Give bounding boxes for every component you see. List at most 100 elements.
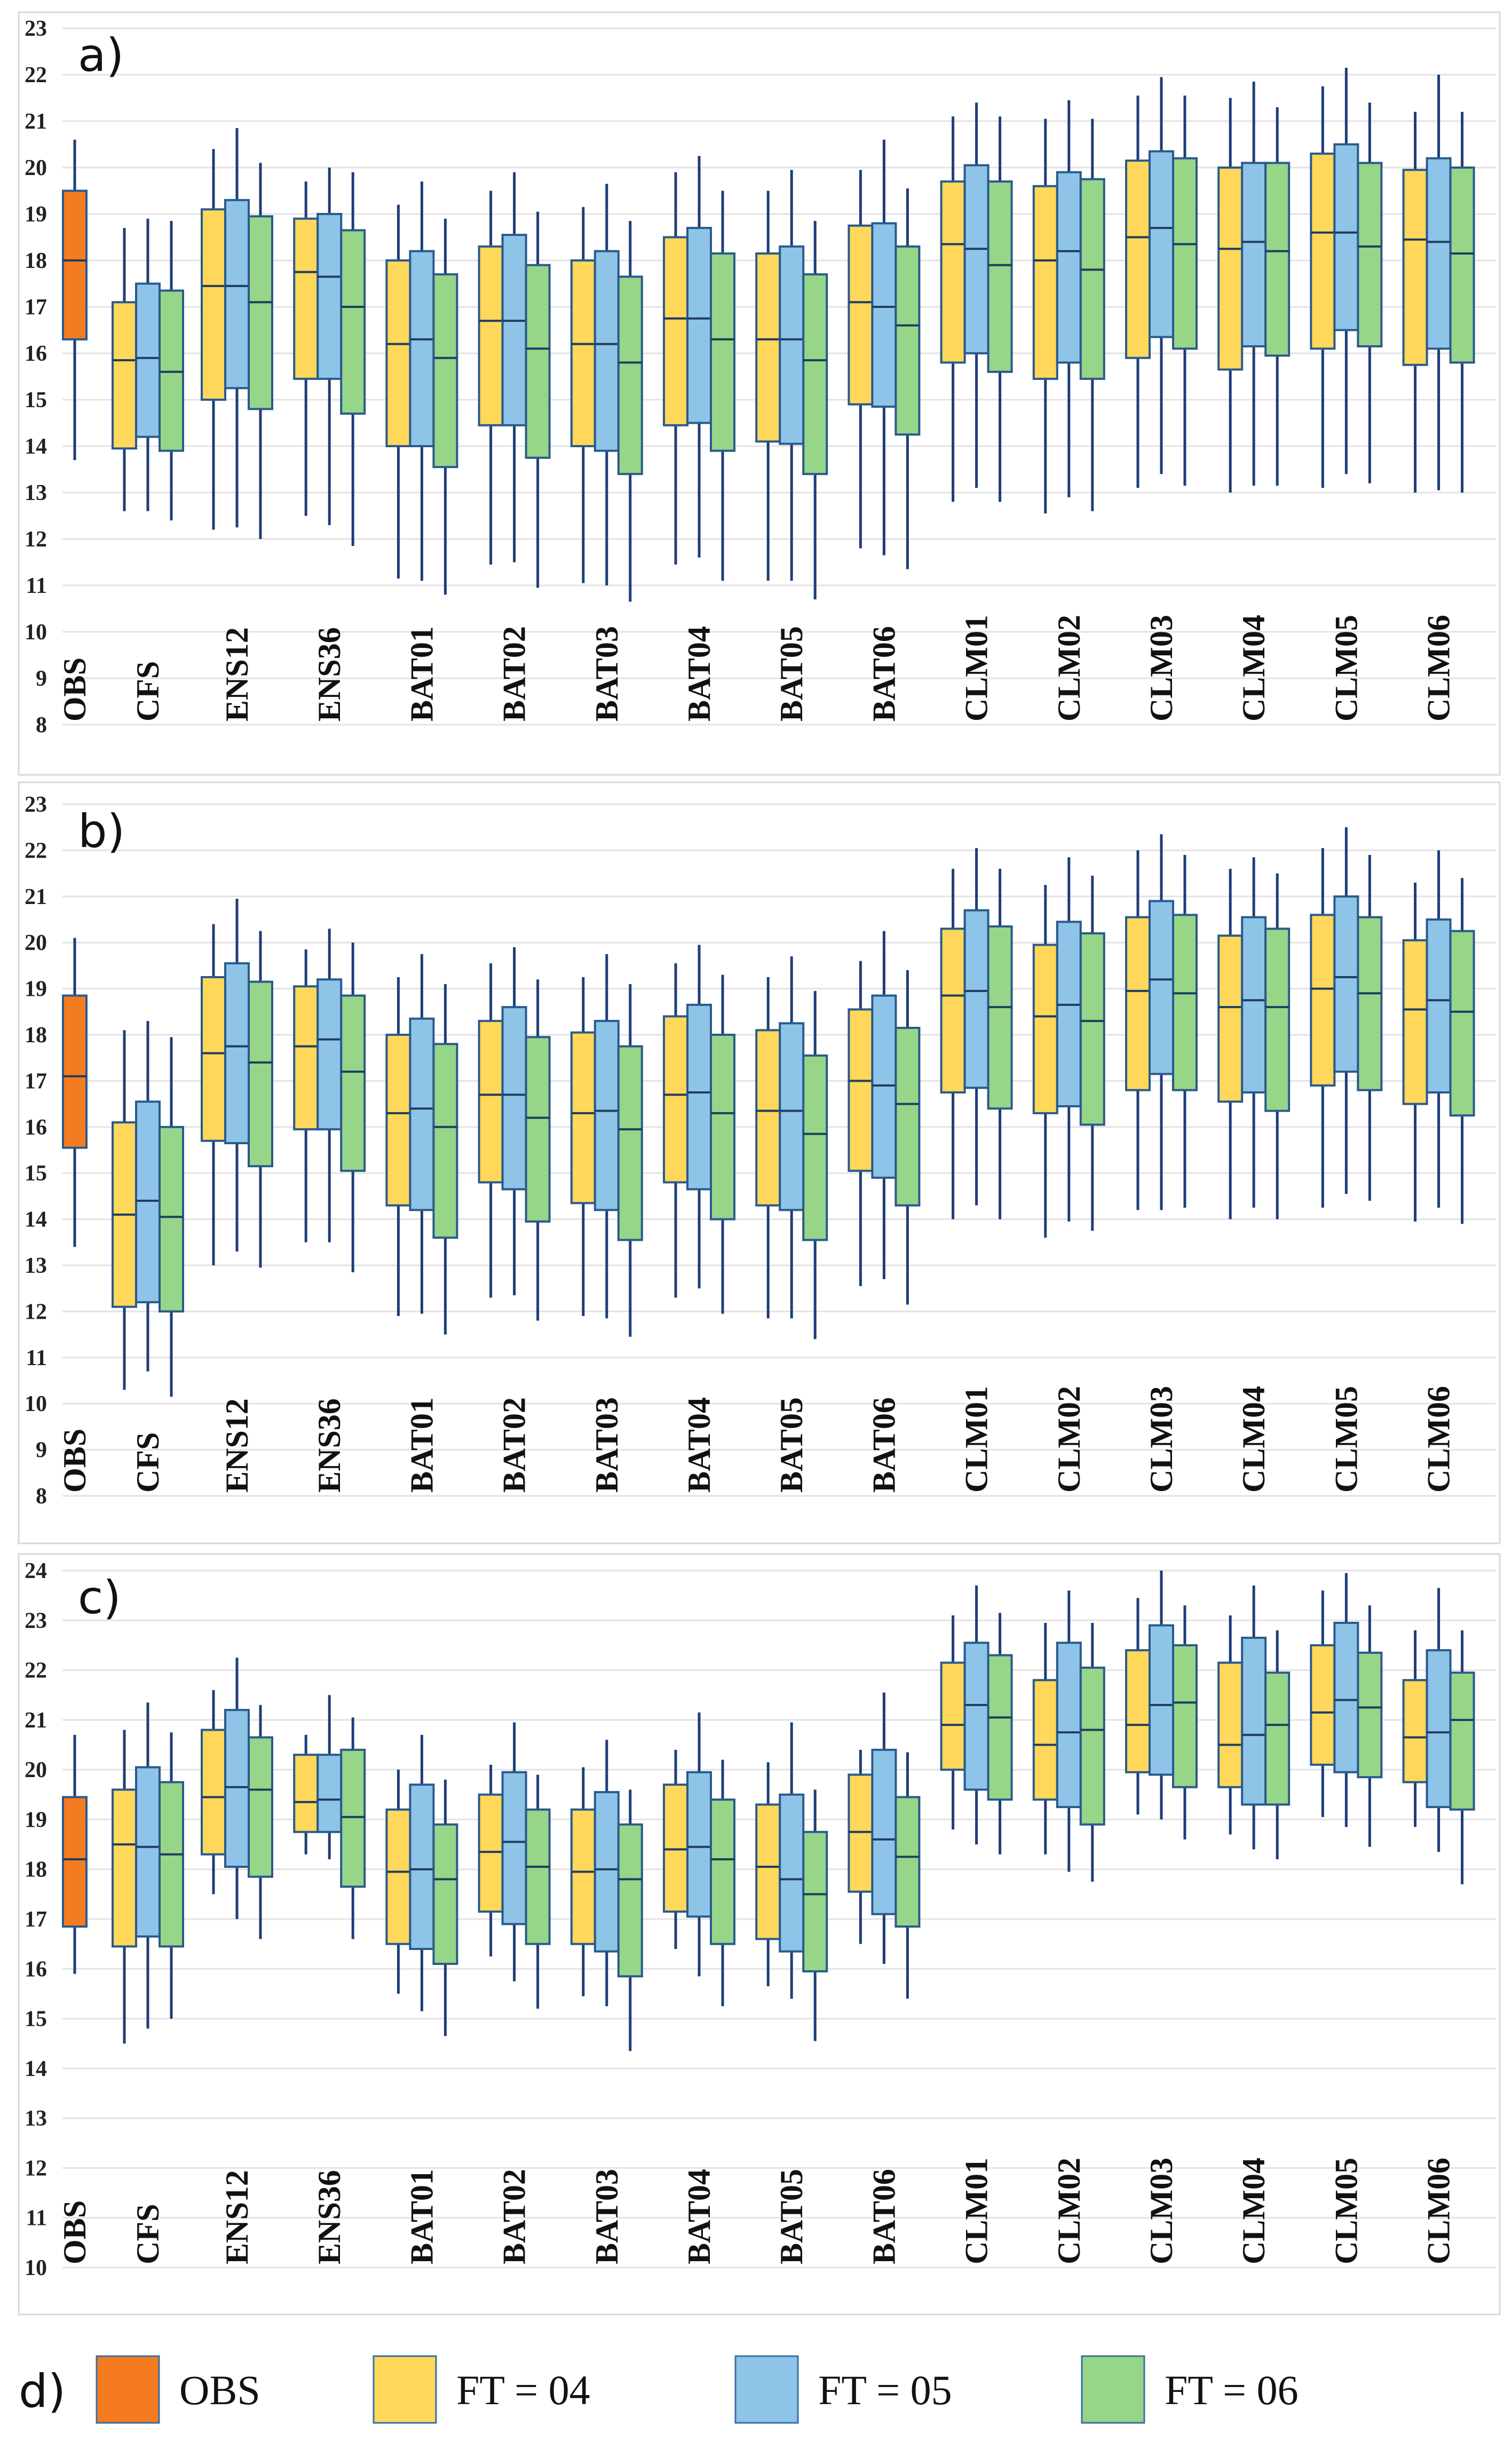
box-bat03-ft05 <box>593 1740 620 2007</box>
box-bat04-ft05 <box>686 1712 712 1977</box>
box-clm04-ft05 <box>1241 857 1267 1208</box>
y-tick-label: 18 <box>25 1023 47 1048</box>
box-clm03-ft05 <box>1149 1571 1174 1820</box>
iqr-box <box>940 928 966 1094</box>
box-clm02-ft06 <box>1079 118 1105 511</box>
panel-c: 10 11 12 13 14 15 16 17 18 19 20 21 22 23 24 c) OBS CFS EN… <box>18 1553 1501 2316</box>
y-tick-label: 22 <box>25 838 47 863</box>
iqr-box <box>1333 895 1359 1073</box>
iqr-box <box>1449 930 1475 1117</box>
iqr-box <box>159 1126 184 1313</box>
iqr-box <box>112 301 137 450</box>
y-tick-label: 19 <box>25 202 47 227</box>
iqr-box <box>570 1031 596 1204</box>
panel-label: c) <box>78 1571 121 1624</box>
box-clm04-ft06 <box>1264 873 1291 1219</box>
category-label: CLM04 <box>1236 1386 1271 1493</box>
box-clm04-ft04 <box>1217 868 1244 1219</box>
iqr-box <box>686 1771 712 1918</box>
category-label: CLM05 <box>1328 615 1364 722</box>
y-tick-label: 9 <box>36 667 47 691</box>
box-clm05-ft05 <box>1333 827 1359 1194</box>
box-ens36-ft05 <box>316 168 343 525</box>
iqr-box <box>848 1773 874 1893</box>
iqr-box <box>940 180 966 364</box>
iqr-box <box>478 1020 504 1184</box>
y-tick-label: 20 <box>25 931 47 955</box>
box-clm01-ft06 <box>987 1613 1013 1854</box>
box-bat02-ft04 <box>478 1764 504 1956</box>
iqr-box <box>871 994 897 1179</box>
iqr-box <box>593 250 620 452</box>
y-tick-label: 18 <box>25 1858 47 1882</box>
category-label: ENS12 <box>219 2170 255 2264</box>
iqr-box <box>802 1054 828 1241</box>
iqr-box <box>525 1036 551 1223</box>
box-bat04-ft06 <box>710 974 735 1314</box>
panel-label: b) <box>78 805 125 858</box>
box-clm01-ft05 <box>963 102 989 488</box>
iqr-box <box>385 1808 411 1945</box>
iqr-box <box>779 1022 805 1211</box>
box-bat04-ft05 <box>686 945 712 1289</box>
box-clm01-ft06 <box>987 868 1013 1219</box>
box-bat01-ft06 <box>432 1779 458 2036</box>
legend-label: FT = 06 <box>1165 2367 1299 2413</box>
box-bat02-ft06 <box>525 211 551 588</box>
box-obs <box>62 938 88 1247</box>
box-clm06-ft06 <box>1449 1630 1475 1884</box>
box-clm05-ft04 <box>1310 1590 1336 1817</box>
box-bat03-ft06 <box>617 984 643 1337</box>
box-clm06-ft04 <box>1402 1630 1428 1827</box>
category-label: CLM01 <box>959 2158 994 2264</box>
iqr-box <box>1149 150 1174 338</box>
iqr-box <box>710 1034 735 1220</box>
box-clm02-ft05 <box>1056 100 1082 497</box>
y-tick-label: 11 <box>26 1346 47 1370</box>
category-label: CFS <box>130 1432 165 1493</box>
category-label: BAT03 <box>589 626 624 722</box>
y-tick-label: 17 <box>25 295 47 320</box>
iqr-box <box>663 1784 688 1913</box>
iqr-box <box>159 289 184 452</box>
category-label: BAT04 <box>682 2169 717 2264</box>
iqr-box <box>802 273 828 475</box>
y-tick-label: 17 <box>25 1907 47 1932</box>
iqr-box <box>135 1766 161 1938</box>
y-tick-label: 15 <box>25 2007 47 2032</box>
category-label: BAT01 <box>404 1397 439 1493</box>
iqr-box <box>1241 916 1267 1094</box>
iqr-box <box>963 1642 989 1791</box>
iqr-box <box>385 1034 411 1207</box>
iqr-box <box>1241 1636 1267 1806</box>
iqr-box <box>963 909 989 1089</box>
legend-swatch <box>96 2355 160 2424</box>
iqr-box <box>1032 944 1058 1114</box>
y-tick-label: 20 <box>25 156 47 180</box>
box-bat01-ft06 <box>432 984 458 1335</box>
box-bat01-ft05 <box>409 181 435 581</box>
iqr-box <box>871 1748 897 1915</box>
box-ens12-ft06 <box>248 1705 273 1939</box>
box-bat05-ft05 <box>779 170 805 581</box>
y-tick-label: 19 <box>25 977 47 1002</box>
box-bat01-ft04 <box>385 204 411 578</box>
category-label: BAT01 <box>404 626 439 722</box>
iqr-box <box>1264 928 1291 1112</box>
y-tick-label: 21 <box>25 109 47 134</box>
iqr-box <box>340 1748 366 1888</box>
legend-item: FT = 06 <box>1081 2355 1299 2424</box>
iqr-box <box>316 213 343 380</box>
iqr-box <box>478 245 504 426</box>
iqr-box <box>293 1754 319 1833</box>
box-ens12-ft06 <box>248 163 273 539</box>
category-label: ENS12 <box>219 627 255 722</box>
iqr-box <box>1310 914 1336 1087</box>
box-clm03-ft06 <box>1172 1605 1198 1840</box>
legend-swatch <box>1081 2355 1145 2424</box>
box-clm04-ft05 <box>1241 82 1267 486</box>
iqr-box <box>62 994 88 1149</box>
box-clm05-ft04 <box>1310 86 1336 488</box>
iqr-box <box>1426 1649 1452 1809</box>
y-tick-label: 9 <box>36 1438 47 1463</box>
